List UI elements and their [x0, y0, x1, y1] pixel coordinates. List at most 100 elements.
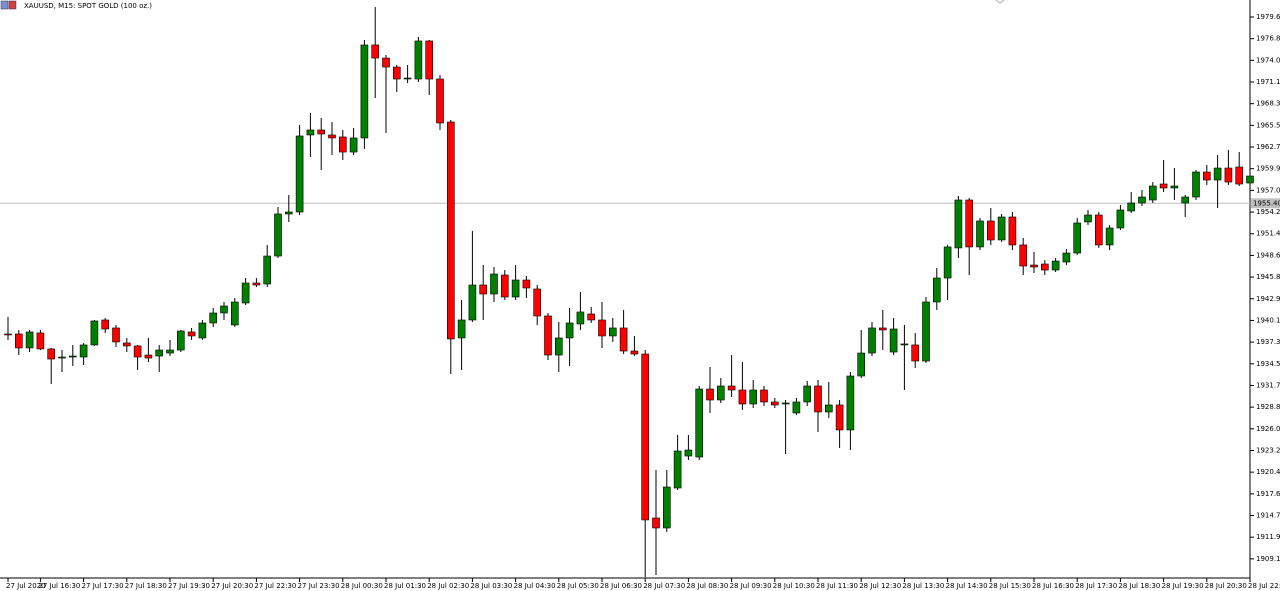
chart-title: XAUUSD, M15: SPOT GOLD (100 oz.)	[24, 2, 152, 10]
candle-body	[231, 301, 239, 326]
y-tick-label: 1914.78	[1256, 512, 1280, 520]
x-tick-label: 28 Jul 01:30	[384, 582, 426, 590]
candle-body	[101, 319, 109, 330]
symbol-icon	[8, 0, 17, 10]
current-price-box	[1251, 198, 1280, 209]
y-tick-label: 1931.70	[1256, 381, 1280, 389]
candle-body	[1246, 175, 1254, 184]
candle-body	[911, 344, 920, 362]
candle-body	[824, 404, 833, 413]
candle-body	[166, 349, 174, 354]
candle-body	[662, 486, 671, 529]
candle-body	[133, 345, 142, 358]
x-tick-label: 28 Jul 02:30	[427, 582, 469, 590]
candle-body	[565, 322, 574, 339]
candle-body	[1041, 263, 1049, 271]
candle-body	[1181, 196, 1189, 204]
candle-body	[1051, 260, 1060, 271]
y-tick-label: 1951.44	[1256, 230, 1280, 238]
y-tick-label: 1917.60	[1256, 490, 1280, 498]
candle-body	[500, 274, 509, 298]
candle-body	[155, 349, 163, 357]
candle-body	[598, 319, 606, 337]
candle-body	[371, 44, 380, 59]
candle-body	[295, 135, 304, 213]
candle-body	[738, 389, 747, 405]
y-tick-label: 1909.14	[1256, 555, 1280, 563]
x-tick-label: 28 Jul 08:30	[686, 582, 728, 590]
x-tick-label: 27 Jul 16:30	[38, 582, 80, 590]
x-tick-label: 27 Jul 23:30	[298, 582, 340, 590]
candle-body	[1084, 214, 1092, 223]
candle-body	[889, 328, 898, 353]
candle-body	[241, 282, 250, 304]
x-tick-label: 28 Jul 16:30	[1032, 582, 1074, 590]
candle-body	[1203, 171, 1211, 181]
candle-body	[187, 331, 196, 337]
candle-body	[36, 332, 45, 350]
candle-body	[446, 121, 455, 340]
candle-body	[770, 401, 779, 406]
x-tick-label: 28 Jul 10:30	[773, 582, 815, 590]
candle-body	[533, 288, 542, 317]
candle-body	[274, 213, 282, 257]
candle-body	[1008, 216, 1017, 246]
candle-body	[965, 199, 974, 248]
candle-body	[360, 44, 369, 139]
candle-body	[1170, 185, 1179, 189]
candle-body	[1192, 171, 1200, 198]
candle-body	[306, 129, 315, 136]
candle-body	[868, 327, 876, 354]
y-tick-label: 1974.00	[1256, 56, 1280, 64]
shift-marker	[995, 0, 1005, 4]
candle-body	[317, 129, 326, 135]
candle-body	[252, 282, 261, 286]
x-tick-label: 28 Jul 06:30	[600, 582, 642, 590]
x-tick-label: 28 Jul 17:30	[1075, 582, 1117, 590]
y-tick-label: 1954.26	[1256, 208, 1280, 216]
candle-body	[576, 311, 585, 325]
candle-body	[1105, 227, 1114, 246]
candle-body	[511, 279, 520, 298]
x-tick-label: 27 Jul 18:30	[125, 582, 167, 590]
candle-body	[328, 134, 336, 139]
candle-body	[814, 385, 822, 413]
candle-body	[1116, 209, 1125, 229]
candle-body	[284, 211, 293, 215]
x-tick-label: 28 Jul 18:30	[1118, 582, 1160, 590]
candle-body	[803, 385, 812, 403]
candle-body	[587, 313, 596, 321]
x-tick-label: 27 Jul 17:30	[82, 582, 124, 590]
candle-body	[835, 404, 844, 431]
candle-body	[123, 342, 131, 347]
candle-body	[177, 330, 185, 351]
candle-body	[749, 389, 758, 405]
candle-body	[857, 352, 866, 377]
candle-body	[69, 355, 77, 358]
candle-body	[15, 333, 23, 349]
x-tick-label: 28 Jul 14:30	[946, 582, 988, 590]
y-tick-label: 1976.82	[1256, 35, 1280, 43]
candle-body	[144, 354, 153, 359]
x-tick-label: 28 Jul 13:30	[902, 582, 944, 590]
candle-body	[684, 449, 693, 457]
x-tick-label: 28 Jul 19:30	[1162, 582, 1204, 590]
y-tick-label: 1937.34	[1256, 338, 1280, 346]
y-tick-label: 1965.54	[1256, 121, 1280, 129]
candle-body	[457, 319, 466, 339]
candle-body	[544, 315, 552, 356]
y-tick-label: 1945.80	[1256, 273, 1280, 281]
y-tick-label: 1940.16	[1256, 316, 1280, 324]
x-tick-label: 28 Jul 03:30	[470, 582, 512, 590]
y-tick-label: 1911.96	[1256, 533, 1280, 541]
x-tick-label: 27 Jul 20:30	[211, 582, 253, 590]
x-tick-label: 27 Jul 22:30	[254, 582, 296, 590]
candle-body	[90, 320, 99, 346]
y-tick-label: 1923.24	[1256, 446, 1280, 454]
y-tick-label: 1968.36	[1256, 100, 1280, 108]
candle-body	[4, 333, 12, 336]
y-tick-label: 1971.18	[1256, 78, 1280, 86]
x-tick-label: 28 Jul 07:30	[643, 582, 685, 590]
y-tick-label: 1959.90	[1256, 165, 1280, 173]
